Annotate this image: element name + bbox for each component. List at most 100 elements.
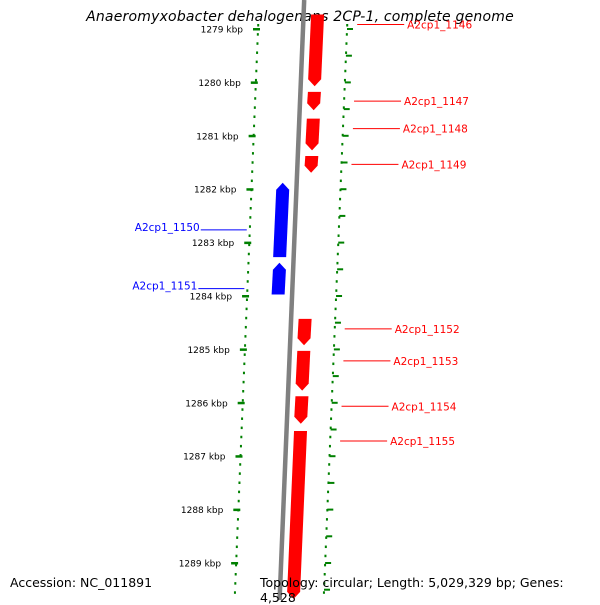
- gene-feature: [294, 396, 309, 424]
- scale-dot-right: [334, 316, 337, 320]
- genome-backbone: [277, 0, 307, 600]
- scale-dot-left: [250, 197, 253, 201]
- scale-dot-left: [248, 234, 251, 237]
- scale-dot-left: [242, 380, 245, 384]
- scale-dot-right: [325, 518, 328, 521]
- scale-tick-right: [328, 481, 335, 484]
- scale-dot-left: [242, 390, 245, 393]
- scale-dot-right: [328, 463, 331, 466]
- scale-dot-left: [243, 362, 246, 366]
- scale-tick-right: [337, 268, 344, 271]
- scale-dot-left: [237, 499, 240, 503]
- scale-dot-right: [323, 573, 326, 576]
- gene-label: A2cp1_1149: [401, 159, 466, 171]
- scale-dot-left: [235, 545, 238, 549]
- scale-dot-left: [242, 371, 245, 375]
- scale-dot-right: [327, 490, 330, 494]
- scale-dot-right: [336, 252, 339, 256]
- scale-tick-right: [344, 81, 351, 84]
- gene-feature: [307, 91, 321, 111]
- scale-dot-left: [239, 463, 242, 466]
- scale-dot-left: [241, 399, 244, 402]
- scale-tick-right: [333, 348, 340, 351]
- scale-dot-right: [326, 499, 329, 503]
- scale-dot-left: [251, 161, 254, 164]
- scale-dot-right: [346, 24, 349, 27]
- label-layer: A2cp1_1146 A2cp1_1147 A2cp1_1148 A2cp1_1149…: [132, 19, 472, 448]
- scale-dot-left: [236, 536, 239, 539]
- scale-dot-left: [253, 124, 256, 128]
- gene-label: A2cp1_1153: [393, 356, 458, 368]
- scale-dot-right: [345, 33, 348, 36]
- scale-dot-right: [333, 344, 336, 347]
- scale-dot-right: [329, 435, 332, 439]
- scale-tick-right: [329, 455, 336, 458]
- scale-tick-label: 1287 kbp: [183, 453, 226, 463]
- scale-dot-left: [247, 261, 250, 265]
- scale-dot-right: [342, 115, 345, 118]
- scale-tick-right: [342, 134, 349, 137]
- scale-dot-left: [254, 78, 257, 82]
- scale-tick-label: 1286 kbp: [185, 399, 228, 409]
- scale-dot-left: [238, 490, 241, 494]
- scale-dot-left: [256, 42, 259, 45]
- scale-dot-left: [247, 252, 250, 256]
- scale-dot-right: [338, 216, 341, 219]
- scale-dot-left: [249, 207, 252, 210]
- scale-dot-right: [343, 88, 346, 91]
- scale-dot-left: [255, 69, 258, 73]
- scale-dot-left: [249, 216, 252, 219]
- gene-label: A2cp1_1150: [135, 222, 200, 234]
- scale-dot-left: [245, 316, 248, 320]
- scale-tick-major: [242, 295, 250, 298]
- scale-dot-left: [246, 280, 249, 283]
- scale-dot-left: [251, 152, 254, 155]
- scale-dot-left: [257, 24, 260, 27]
- scale-dot-right: [332, 362, 335, 366]
- scale-dot-left: [241, 408, 244, 411]
- scale-tick-major: [231, 562, 239, 565]
- scale-dot-right: [325, 527, 328, 530]
- gene-label: A2cp1_1147: [404, 96, 469, 108]
- scale-dot-left: [244, 325, 247, 329]
- accession-text: Accession: NC_011891: [10, 575, 153, 590]
- scale-dot-right: [336, 271, 339, 274]
- scale-dot-right: [324, 563, 327, 567]
- scale-dot-right: [338, 207, 341, 210]
- scale-tick-major: [248, 134, 256, 138]
- gene-feature: [271, 262, 286, 295]
- scale-dot-right: [341, 142, 344, 146]
- scale-dot-left: [247, 271, 250, 274]
- scale-tick-major: [253, 28, 260, 31]
- scale-layer: 1279 kbp 1280 kbp 1281 kbp 1282 kbp 1283 kbp…: [179, 24, 353, 594]
- scale-tick-right: [325, 562, 332, 564]
- scale-tick-major: [237, 401, 245, 405]
- scale-dot-right: [323, 582, 326, 585]
- genome-summary-text: Topology: circular; Length: 5,029,329 bp…: [260, 575, 564, 605]
- scale-dot-left: [255, 60, 258, 64]
- scale-tick-right: [338, 241, 345, 244]
- scale-dot-left: [256, 51, 259, 54]
- scale-dot-right: [343, 97, 346, 100]
- scale-dot-right: [344, 60, 347, 64]
- scale-dot-left: [250, 179, 253, 183]
- scale-tick-right: [347, 28, 353, 30]
- scale-tick-major: [250, 81, 258, 84]
- scale-dot-left: [235, 563, 238, 567]
- scale-dot-left: [240, 435, 243, 439]
- scale-dot-right: [327, 472, 330, 475]
- scale-dot-right: [340, 152, 343, 155]
- scale-dot-left: [239, 444, 242, 448]
- scale-dot-left: [236, 527, 239, 530]
- scale-tick-right: [336, 295, 343, 297]
- scale-dot-left: [234, 573, 237, 576]
- scale-dot-right: [337, 234, 340, 237]
- scale-dot-right: [337, 225, 340, 228]
- scale-dot-right: [322, 591, 325, 594]
- scale-tick-right: [331, 401, 338, 404]
- scale-dot-right: [342, 106, 345, 109]
- scale-dot-left: [236, 518, 239, 521]
- scale-dot-right: [331, 390, 334, 393]
- scale-tick-major: [233, 508, 241, 512]
